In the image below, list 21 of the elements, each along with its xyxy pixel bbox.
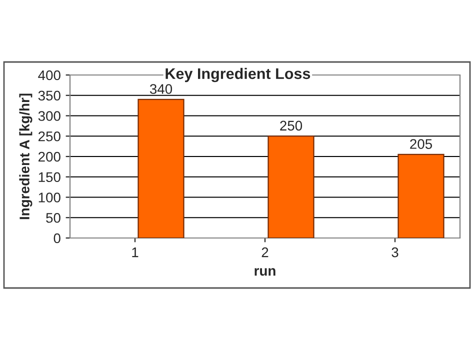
y-tick-label: 150 — [38, 172, 60, 182]
y-tick-label: 0 — [54, 233, 60, 244]
bar — [268, 136, 314, 238]
y-axis-title: Ingredient A [kg/hr] — [19, 94, 32, 220]
y-tick-label: 350 — [38, 90, 60, 101]
y-tick-label: 50 — [46, 212, 60, 223]
y-tick-label: 400 — [38, 70, 60, 80]
data-label: 340 — [150, 84, 172, 94]
x-tick-label: 3 — [392, 247, 398, 258]
chart-title: Key Ingredient Loss — [166, 68, 310, 82]
x-tick-label: 1 — [132, 248, 138, 258]
y-tick-label: 100 — [38, 192, 60, 202]
y-tick-label: 300 — [38, 111, 60, 121]
data-label: 205 — [410, 139, 432, 149]
bar — [398, 154, 444, 238]
data-label: 250 — [280, 120, 302, 131]
x-axis-title: run — [254, 268, 276, 276]
x-tick-label: 2 — [262, 247, 268, 258]
y-tick-label: 250 — [38, 131, 60, 142]
y-tick-label: 200 — [38, 152, 60, 162]
bar — [138, 98, 184, 238]
